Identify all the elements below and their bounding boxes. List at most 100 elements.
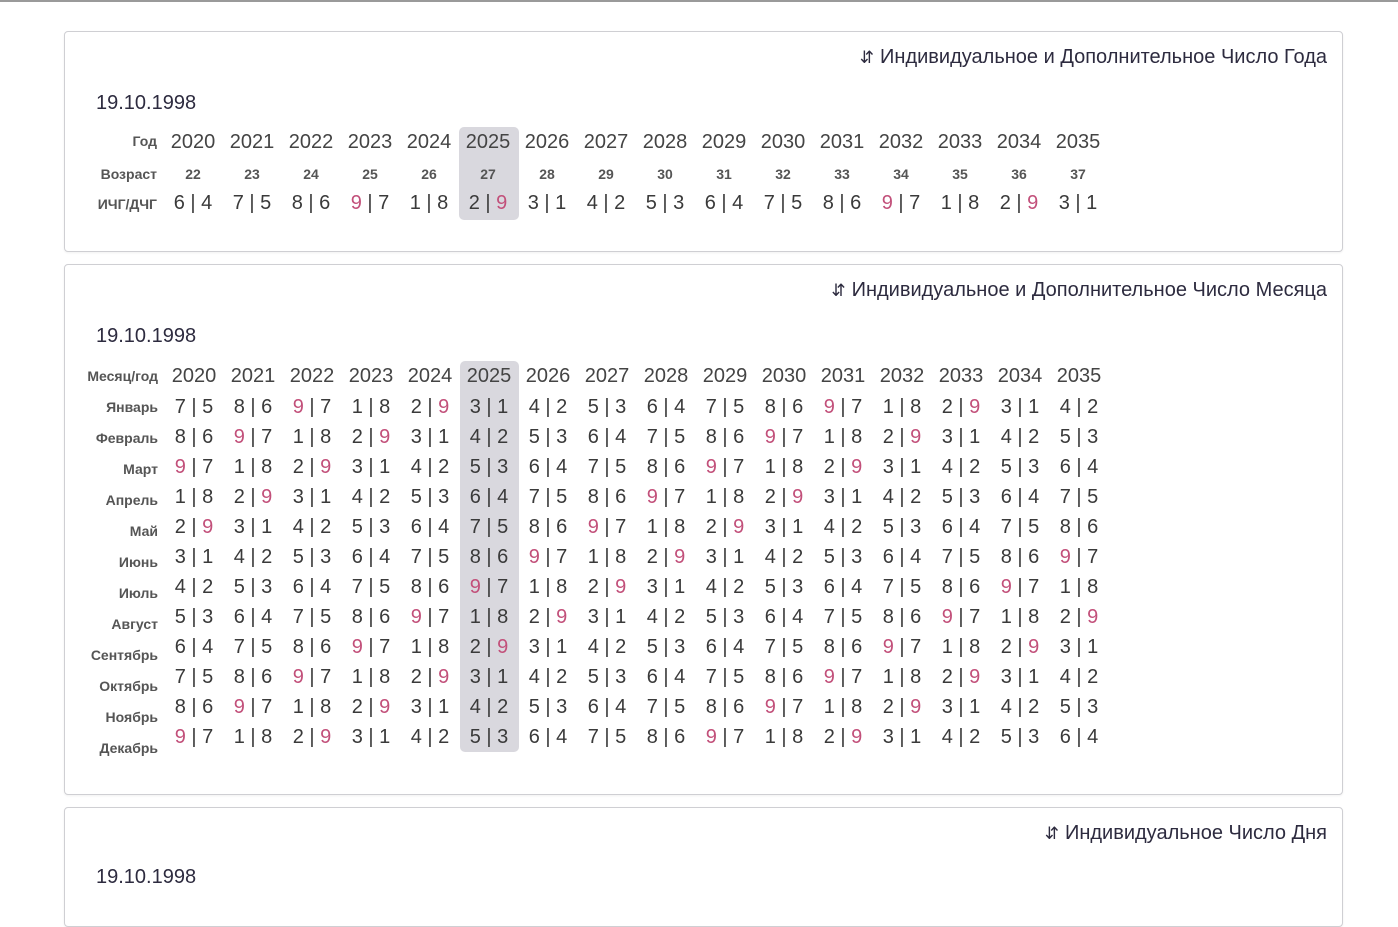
day-card-title[interactable]: ⇵ Индивидуальное Число Дня (1045, 822, 1327, 845)
month-number-cell: 9 | 7 (698, 726, 752, 749)
year-header[interactable]: 2024 (406, 131, 452, 153)
number-value: 8 (351, 606, 363, 628)
year-header[interactable]: 2025 (466, 365, 512, 387)
separator: | (657, 666, 675, 688)
year-header[interactable]: 2020 (171, 365, 217, 387)
separator: | (538, 192, 556, 214)
number-value: 9 (969, 396, 981, 418)
number-value: 1 (705, 486, 717, 508)
year-header[interactable]: 2025 (465, 131, 511, 153)
month-number-cell: 3 | 1 (344, 726, 398, 749)
year-header[interactable]: 2027 (584, 365, 630, 387)
separator: | (421, 396, 439, 418)
month-number-cell: 1 | 8 (698, 486, 752, 509)
year-header[interactable]: 2032 (878, 131, 924, 153)
number-value: 7 (292, 606, 304, 628)
month-number-cell: 9 | 7 (934, 606, 988, 629)
year-header[interactable]: 2035 (1055, 131, 1101, 153)
number-value: 6 (173, 192, 185, 214)
year-header[interactable]: 2031 (820, 365, 866, 387)
year-header[interactable]: 2021 (230, 365, 276, 387)
month-number-cell: 5 | 3 (403, 486, 457, 509)
year-header[interactable]: 2022 (289, 365, 335, 387)
number-value: 7 (261, 696, 273, 718)
year-header[interactable]: 2030 (761, 365, 807, 387)
year-header[interactable]: 2032 (879, 365, 925, 387)
separator: | (480, 516, 498, 538)
month-number-cell: 6 | 4 (403, 516, 457, 539)
month-number-cell: 5 | 3 (580, 396, 634, 419)
month-number-cell: 6 | 4 (1052, 726, 1106, 749)
year-header[interactable]: 2028 (643, 365, 689, 387)
separator: | (775, 456, 793, 478)
year-header[interactable]: 2031 (819, 131, 865, 153)
year-header[interactable]: 2029 (701, 131, 747, 153)
year-header[interactable]: 2021 (229, 131, 275, 153)
separator: | (893, 636, 911, 658)
separator: | (480, 546, 498, 568)
number-value: 4 (1028, 486, 1040, 508)
number-value: 3 (792, 576, 804, 598)
number-value: 9 (1087, 606, 1099, 628)
number-value: 1 (320, 486, 332, 508)
separator: | (362, 576, 380, 598)
year-header[interactable]: 2023 (348, 365, 394, 387)
month-number-cell: 8 | 6 (1052, 516, 1106, 539)
month-number-cell: 1 | 8 (993, 606, 1047, 629)
number-value: 9 (823, 666, 835, 688)
number-value: 5 (528, 696, 540, 718)
month-number-cell: 6 | 4 (639, 666, 693, 689)
number-value: 4 (233, 546, 245, 568)
separator: | (657, 516, 675, 538)
year-header[interactable]: 2027 (583, 131, 629, 153)
year-number-card: ⇵ Индивидуальное и Дополнительное Число … (64, 31, 1343, 252)
separator: | (834, 426, 852, 448)
number-value: 5 (969, 546, 981, 568)
year-header[interactable]: 2030 (760, 131, 806, 153)
number-value: 1 (410, 636, 422, 658)
separator: | (716, 516, 734, 538)
separator: | (657, 606, 675, 628)
year-header[interactable]: 2020 (170, 131, 216, 153)
number-value: 4 (764, 546, 776, 568)
separator: | (657, 396, 675, 418)
number-value: 5 (587, 666, 599, 688)
year-header[interactable]: 2023 (347, 131, 393, 153)
month-number-cell: 6 | 4 (639, 396, 693, 419)
separator: | (893, 576, 911, 598)
separator: | (716, 606, 734, 628)
year-number-cell: 8 | 6 (284, 192, 338, 215)
month-number-cell: 9 | 7 (993, 576, 1047, 599)
number-value: 1 (764, 726, 776, 748)
birth-date: 19.10.1998 (96, 325, 197, 347)
year-header[interactable]: 2026 (524, 131, 570, 153)
month-number-cell: 7 | 5 (226, 636, 280, 659)
number-value: 4 (1000, 696, 1012, 718)
month-card-title[interactable]: ⇵ Индивидуальное и Дополнительное Число … (831, 279, 1327, 302)
year-header[interactable]: 2026 (525, 365, 571, 387)
separator: | (716, 726, 734, 748)
year-header[interactable]: 2028 (642, 131, 688, 153)
year-header[interactable]: 2022 (288, 131, 334, 153)
number-value: 9 (1027, 192, 1039, 214)
year-card-title[interactable]: ⇵ Индивидуальное и Дополнительное Число … (860, 46, 1327, 69)
year-header[interactable]: 2024 (407, 365, 453, 387)
number-value: 2 (733, 576, 745, 598)
month-number-cell: 3 | 1 (1052, 636, 1106, 659)
year-header[interactable]: 2034 (997, 365, 1043, 387)
month-number-cell: 9 | 7 (462, 576, 516, 599)
year-header[interactable]: 2034 (996, 131, 1042, 153)
day-card-title-text: Индивидуальное Число Дня (1064, 822, 1327, 844)
month-number-cell: 2 | 9 (226, 486, 280, 509)
year-header[interactable]: 2033 (938, 365, 984, 387)
year-header[interactable]: 2033 (937, 131, 983, 153)
number-value: 3 (1059, 636, 1071, 658)
year-number-cell: 9 | 7 (874, 192, 928, 215)
year-header[interactable]: 2035 (1056, 365, 1102, 387)
year-header[interactable]: 2029 (702, 365, 748, 387)
number-value: 4 (292, 516, 304, 538)
separator: | (539, 516, 557, 538)
separator: | (598, 456, 616, 478)
number-value: 4 (646, 606, 658, 628)
day-number-card: ⇵ Индивидуальное Число Дня 19.10.1998 (64, 807, 1343, 927)
